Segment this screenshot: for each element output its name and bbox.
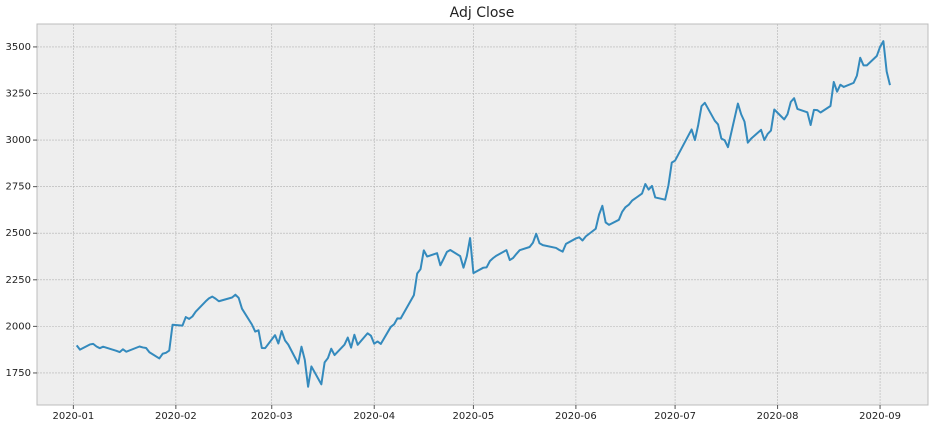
x-tick-label: 2020-04 [353,411,395,422]
x-tick-label: 2020-01 [52,411,94,422]
chart-title: Adj Close [450,5,515,21]
y-tick-label: 3500 [6,42,31,53]
price-line [75,40,891,388]
x-tick-label: 2020-09 [859,411,901,422]
y-tick-label: 2250 [6,275,31,286]
x-tick-label: 2020-06 [555,411,597,422]
y-tick-label: 3000 [6,135,31,146]
x-tick-label: 2020-07 [654,411,696,422]
x-tick-label: 2020-02 [155,411,197,422]
y-tick-label: 2000 [6,321,31,332]
x-tick-label: 2020-03 [251,411,293,422]
y-tick-label: 2750 [6,182,31,193]
x-tick-label: 2020-08 [757,411,799,422]
y-tick-label: 3250 [6,88,31,99]
plot-area [36,23,929,406]
y-tick-label: 2500 [6,228,31,239]
x-tick-label: 2020-05 [453,411,495,422]
y-tick-label: 1750 [6,368,31,379]
